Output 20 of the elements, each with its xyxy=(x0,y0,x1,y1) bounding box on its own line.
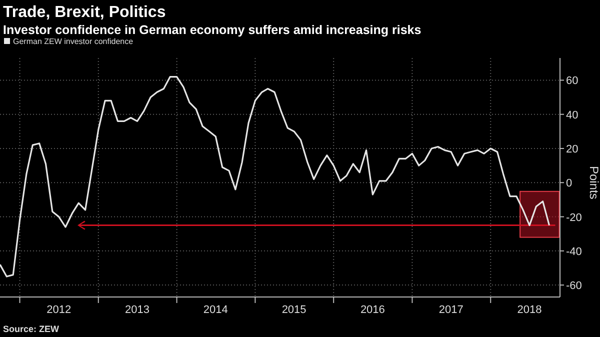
x-tick-label: 2015 xyxy=(282,304,306,316)
source-note: Source: ZEW xyxy=(3,324,60,334)
y-tick-label: -60 xyxy=(566,280,582,292)
x-tick-label: 2013 xyxy=(125,304,150,316)
chart-subtitle: Investor confidence in German economy suffers amid increasing risks xyxy=(3,23,422,37)
chart-title: Trade, Brexit, Politics xyxy=(3,4,166,21)
y-tick-label: 40 xyxy=(566,109,578,122)
y-tick-label: -20 xyxy=(566,212,582,224)
x-tick-label: 2017 xyxy=(438,304,464,316)
x-tick-label: 2018 xyxy=(517,304,542,316)
line-series xyxy=(0,76,550,278)
y-tick-label: 0 xyxy=(566,178,572,190)
legend-label: German ZEW investor confidence xyxy=(13,37,134,46)
y-axis-title: Points xyxy=(587,166,600,200)
x-tick-label: 2012 xyxy=(46,304,72,316)
x-tick-label: 2014 xyxy=(203,304,228,316)
y-tick-label: 20 xyxy=(566,143,578,156)
x-tick-label: 2016 xyxy=(360,304,385,316)
y-tick-label: -40 xyxy=(566,246,582,258)
y-tick-label: 60 xyxy=(566,75,578,88)
